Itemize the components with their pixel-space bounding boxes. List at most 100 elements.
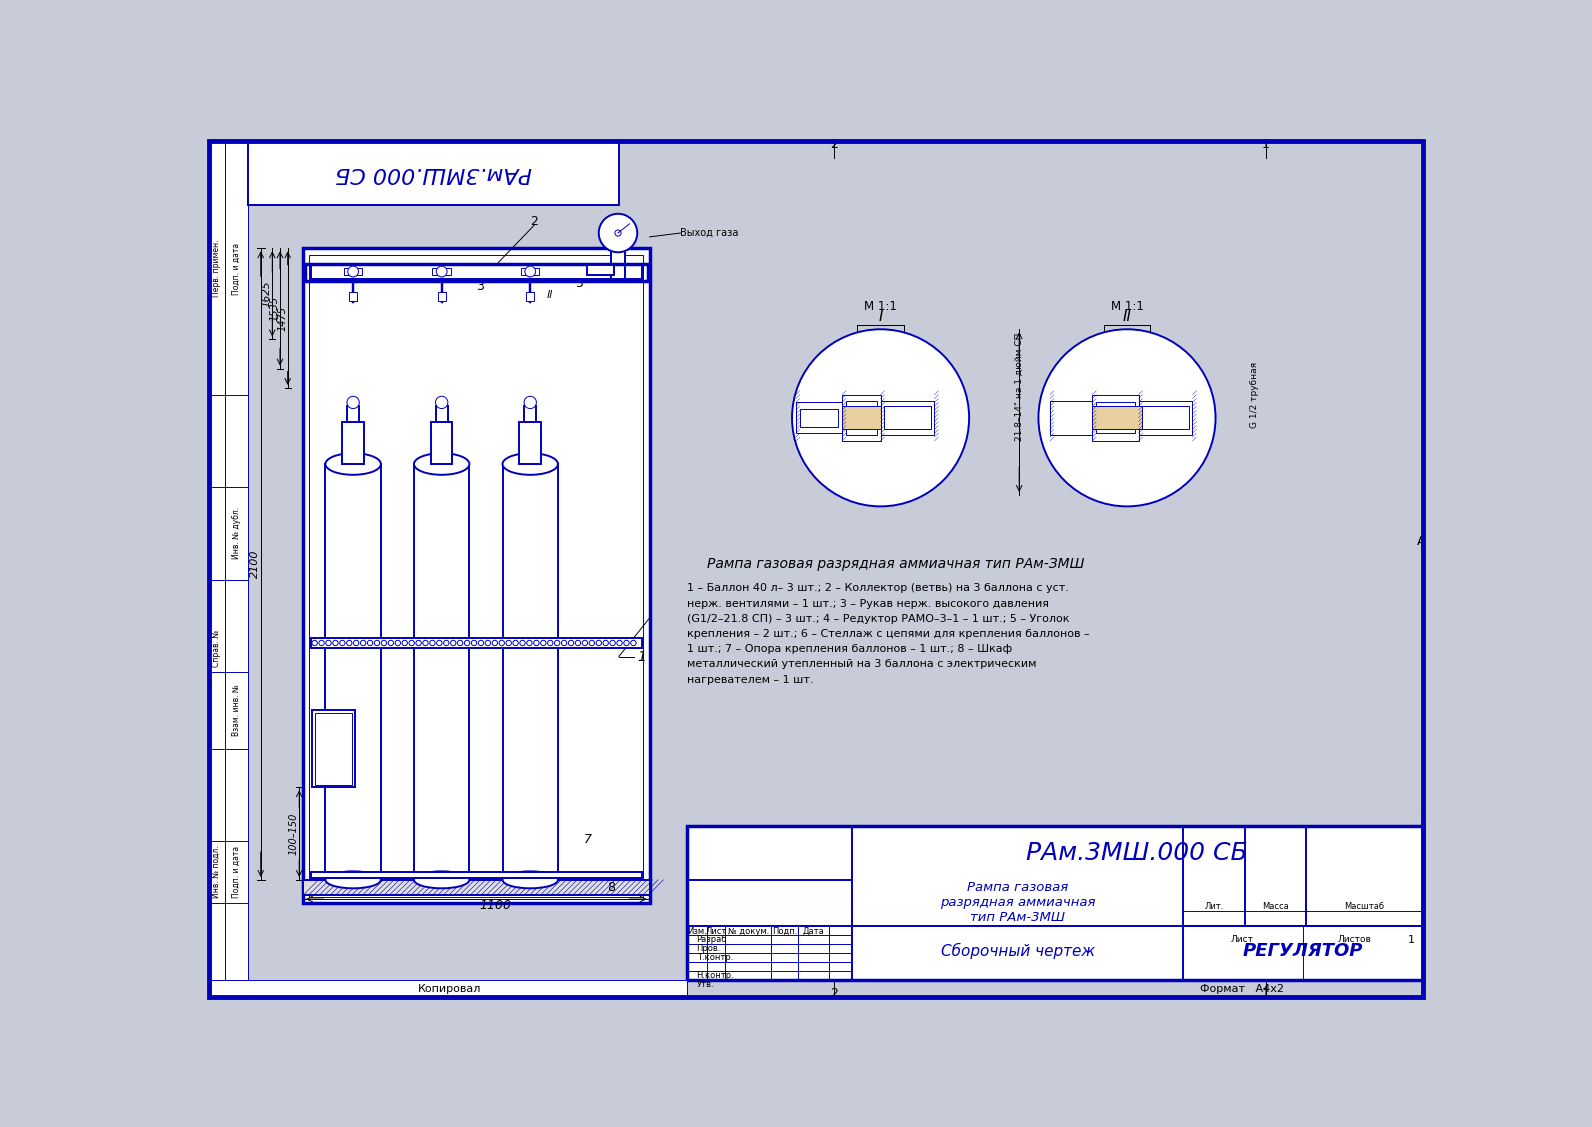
Bar bbox=[885, 406, 931, 429]
Text: Изм.: Изм. bbox=[688, 926, 707, 935]
Bar bbox=[880, 401, 935, 435]
Bar bbox=[414, 464, 470, 880]
Text: 100–150: 100–150 bbox=[288, 813, 298, 854]
Circle shape bbox=[436, 266, 447, 277]
Circle shape bbox=[615, 230, 621, 237]
Bar bbox=[587, 265, 615, 275]
Text: А: А bbox=[1417, 534, 1426, 548]
Text: Подп. и дата: Подп. и дата bbox=[231, 846, 240, 898]
Text: 1: 1 bbox=[1261, 987, 1269, 1000]
Bar bbox=[527, 292, 533, 301]
Text: Инв. № подл.: Инв. № подл. bbox=[212, 846, 221, 898]
Bar bbox=[842, 394, 880, 441]
Circle shape bbox=[599, 214, 637, 252]
Text: РЕГУЛЯТОР: РЕГУЛЯТОР bbox=[1242, 942, 1363, 960]
Bar bbox=[431, 421, 452, 464]
Text: Дата: Дата bbox=[802, 926, 825, 935]
Text: 5: 5 bbox=[576, 276, 584, 290]
Text: Т.контр.: Т.контр. bbox=[697, 953, 732, 962]
Bar bbox=[310, 265, 642, 279]
Bar bbox=[344, 268, 363, 275]
Ellipse shape bbox=[414, 453, 470, 474]
Bar bbox=[796, 402, 842, 433]
Bar bbox=[309, 255, 643, 897]
Bar bbox=[436, 406, 447, 421]
Text: 2: 2 bbox=[831, 987, 839, 1000]
Text: Подп.: Подп. bbox=[772, 926, 798, 935]
Text: ll: ll bbox=[546, 290, 552, 300]
Text: Копировал: Копировал bbox=[417, 984, 481, 994]
Ellipse shape bbox=[325, 453, 380, 474]
Text: 2100: 2100 bbox=[250, 550, 259, 578]
Bar bbox=[304, 264, 648, 281]
Text: Листов: Листов bbox=[1337, 935, 1372, 944]
Text: Перв. примен.: Перв. примен. bbox=[212, 240, 221, 298]
Text: 1535: 1535 bbox=[269, 296, 280, 321]
Bar bbox=[845, 401, 877, 435]
Bar bbox=[1092, 406, 1143, 429]
Text: 2: 2 bbox=[530, 215, 538, 228]
Bar bbox=[1092, 394, 1138, 441]
Bar bbox=[842, 406, 880, 429]
Text: М 1:1: М 1:1 bbox=[1111, 300, 1143, 312]
Bar bbox=[310, 872, 642, 878]
Circle shape bbox=[525, 266, 535, 277]
Bar bbox=[342, 421, 365, 464]
Bar bbox=[209, 141, 224, 997]
Text: Утв.: Утв. bbox=[697, 979, 715, 988]
Bar bbox=[349, 292, 357, 301]
Text: 1: 1 bbox=[1407, 935, 1415, 944]
Circle shape bbox=[524, 397, 537, 409]
Text: Выход газа: Выход газа bbox=[680, 228, 739, 238]
Ellipse shape bbox=[503, 871, 557, 888]
Circle shape bbox=[793, 329, 970, 506]
Bar bbox=[315, 712, 352, 786]
Text: Разраб: Разраб bbox=[697, 935, 728, 944]
Text: Пров.: Пров. bbox=[697, 944, 721, 953]
Text: Масса: Масса bbox=[1262, 903, 1290, 912]
Bar bbox=[611, 242, 626, 279]
Bar bbox=[1138, 401, 1192, 435]
Bar bbox=[325, 464, 380, 880]
Circle shape bbox=[347, 397, 360, 409]
Bar bbox=[521, 268, 540, 275]
Text: 1: 1 bbox=[637, 649, 646, 664]
Bar bbox=[524, 406, 537, 421]
Text: 7: 7 bbox=[584, 833, 592, 846]
Bar bbox=[1051, 401, 1092, 435]
Circle shape bbox=[436, 397, 447, 409]
Text: Лист: Лист bbox=[705, 926, 728, 935]
Circle shape bbox=[347, 266, 358, 277]
Text: 3: 3 bbox=[476, 281, 484, 293]
Text: 1475: 1475 bbox=[277, 307, 287, 331]
Bar bbox=[1143, 406, 1189, 429]
Text: М 1:1: М 1:1 bbox=[864, 300, 896, 312]
Text: Лист: Лист bbox=[1231, 935, 1254, 944]
Text: 6: 6 bbox=[630, 637, 638, 649]
Text: РАм.3МШ.000 СБ: РАм.3МШ.000 СБ bbox=[1027, 841, 1248, 864]
Text: 2: 2 bbox=[831, 139, 839, 151]
Text: Формат   А4х2: Формат А4х2 bbox=[1200, 984, 1285, 994]
Ellipse shape bbox=[325, 871, 380, 888]
Ellipse shape bbox=[414, 871, 470, 888]
Text: РАм.3МШ.000 СБ: РАм.3МШ.000 СБ bbox=[336, 163, 532, 183]
Text: 1625: 1625 bbox=[263, 281, 272, 308]
Bar bbox=[799, 409, 839, 427]
Text: 21.8–14" на 1 дюйм СП: 21.8–14" на 1 дюйм СП bbox=[1014, 332, 1024, 441]
Text: Взам. инв. №: Взам. инв. № bbox=[231, 684, 240, 736]
Text: № докум.: № докум. bbox=[728, 926, 769, 935]
Text: Подп. и дата: Подп. и дата bbox=[231, 242, 240, 294]
Bar bbox=[1097, 402, 1135, 433]
Text: II: II bbox=[1122, 309, 1132, 323]
Bar bbox=[312, 710, 355, 788]
Text: Рампа газовая
разрядная аммиачная
тип РАм-3МШ: Рампа газовая разрядная аммиачная тип РА… bbox=[939, 881, 1095, 924]
Text: G 1/2 трубная: G 1/2 трубная bbox=[1250, 362, 1259, 428]
Ellipse shape bbox=[503, 453, 557, 474]
Text: Н.контр.: Н.контр. bbox=[697, 971, 734, 980]
Text: Лит.: Лит. bbox=[1204, 903, 1224, 912]
Bar bbox=[248, 141, 619, 204]
Text: Справ. №: Справ. № bbox=[212, 630, 221, 667]
Circle shape bbox=[1038, 329, 1216, 506]
Bar bbox=[433, 268, 451, 275]
Text: 8: 8 bbox=[607, 881, 615, 894]
